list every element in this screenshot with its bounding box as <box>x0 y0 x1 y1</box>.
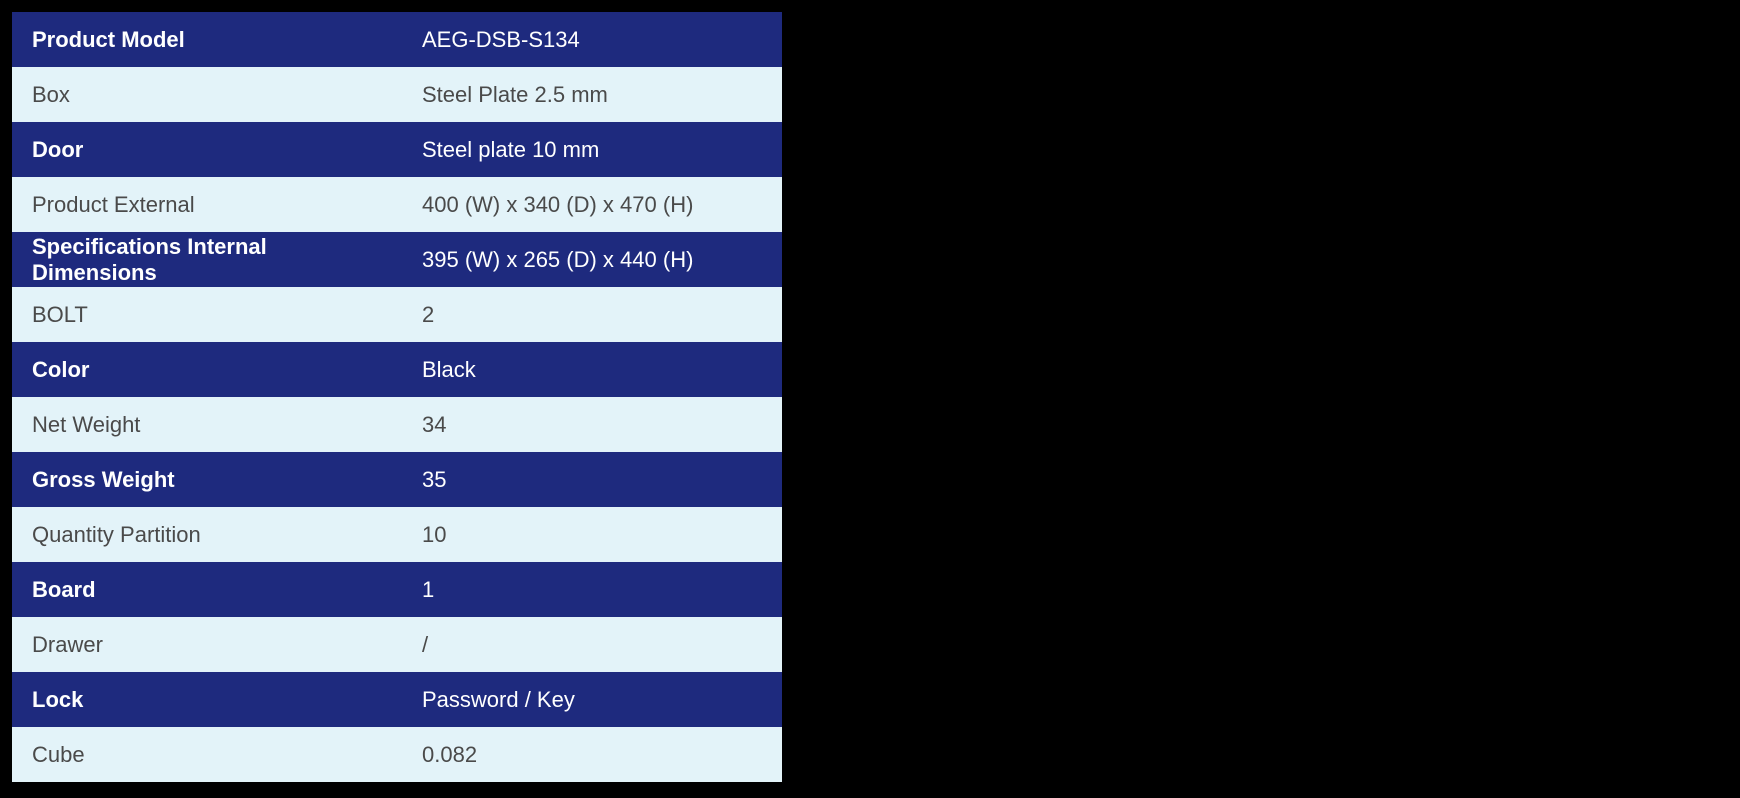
row-label: Door <box>12 122 402 177</box>
row-value: 395 (W) x 265 (D) x 440 (H) <box>402 232 782 287</box>
table-row: Net Weight 34 <box>12 397 782 452</box>
row-label: Board <box>12 562 402 617</box>
table-row: Cube 0.082 <box>12 727 782 782</box>
row-value: Black <box>402 342 782 397</box>
table-row: Product Model AEG-DSB-S134 <box>12 12 782 67</box>
row-value: 34 <box>402 397 782 452</box>
row-label: Gross Weight <box>12 452 402 507</box>
table-row: Lock Password / Key <box>12 672 782 727</box>
row-value: 1 <box>402 562 782 617</box>
row-label: Cube <box>12 727 402 782</box>
table-row: Quantity Partition 10 <box>12 507 782 562</box>
table-row: Box Steel Plate 2.5 mm <box>12 67 782 122</box>
row-value: 0.082 <box>402 727 782 782</box>
row-label: Net Weight <box>12 397 402 452</box>
row-value: 400 (W) x 340 (D) x 470 (H) <box>402 177 782 232</box>
row-value: 35 <box>402 452 782 507</box>
row-value: Steel Plate 2.5 mm <box>402 67 782 122</box>
row-label: Lock <box>12 672 402 727</box>
table-row: BOLT 2 <box>12 287 782 342</box>
table-row: Product External 400 (W) x 340 (D) x 470… <box>12 177 782 232</box>
row-label: Drawer <box>12 617 402 672</box>
row-label: BOLT <box>12 287 402 342</box>
table-row: Door Steel plate 10 mm <box>12 122 782 177</box>
row-value: AEG-DSB-S134 <box>402 12 782 67</box>
row-value: Steel plate 10 mm <box>402 122 782 177</box>
row-label: Color <box>12 342 402 397</box>
row-value: Password / Key <box>402 672 782 727</box>
table-row: Specifications Internal Dimensions 395 (… <box>12 232 782 287</box>
row-label: Product Model <box>12 12 402 67</box>
table-row: Gross Weight 35 <box>12 452 782 507</box>
spec-table: Product Model AEG-DSB-S134 Box Steel Pla… <box>12 12 782 782</box>
row-value: 2 <box>402 287 782 342</box>
spec-table-body: Product Model AEG-DSB-S134 Box Steel Pla… <box>12 12 782 782</box>
row-label: Box <box>12 67 402 122</box>
table-row: Board 1 <box>12 562 782 617</box>
table-row: Drawer / <box>12 617 782 672</box>
row-value: 10 <box>402 507 782 562</box>
row-label: Quantity Partition <box>12 507 402 562</box>
row-label: Product External <box>12 177 402 232</box>
table-row: Color Black <box>12 342 782 397</box>
row-label: Specifications Internal Dimensions <box>12 232 402 287</box>
row-value: / <box>402 617 782 672</box>
